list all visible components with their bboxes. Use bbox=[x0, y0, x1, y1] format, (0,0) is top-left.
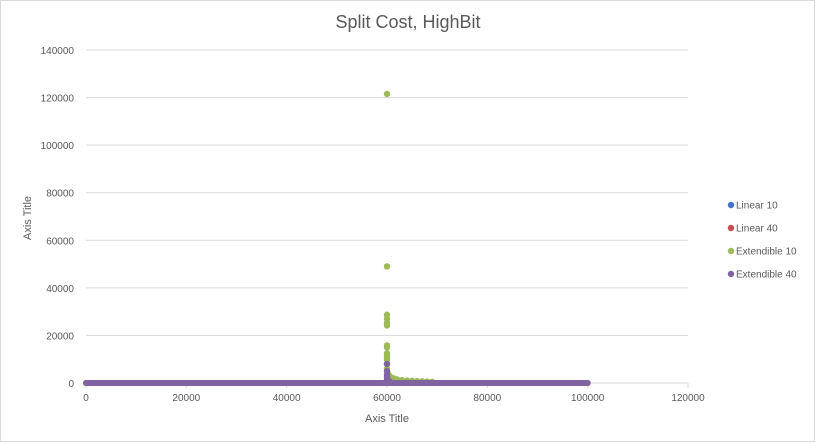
y-tick-label: 120000 bbox=[41, 94, 75, 105]
y-tick-label: 0 bbox=[68, 379, 74, 390]
x-tick-label: 0 bbox=[83, 393, 89, 404]
y-tick-label: 40000 bbox=[46, 284, 74, 295]
tick-labels: 0 20000 40000 60000 80000 100000 120000 140000 0… bbox=[41, 46, 705, 404]
legend-marker bbox=[727, 224, 735, 232]
legend-marker bbox=[727, 201, 735, 209]
chart-title: Split Cost, HighBit bbox=[335, 12, 481, 32]
x-tick-label: 100000 bbox=[571, 393, 605, 404]
y-tick-label: 80000 bbox=[46, 189, 74, 200]
x-axis-title: Axis Title bbox=[365, 413, 409, 425]
y-tick-label: 100000 bbox=[41, 141, 75, 152]
x-tick-label: 120000 bbox=[671, 393, 705, 404]
data-point bbox=[383, 360, 391, 368]
x-tick-label: 20000 bbox=[172, 393, 200, 404]
x-tick-label: 40000 bbox=[273, 393, 301, 404]
series-extendible-10 bbox=[83, 90, 591, 386]
legend-label: Linear 40 bbox=[736, 224, 778, 235]
data-point bbox=[383, 263, 391, 270]
x-tick-label: 80000 bbox=[473, 393, 501, 404]
y-tick-label: 60000 bbox=[46, 236, 74, 247]
legend-marker bbox=[727, 247, 735, 255]
y-tick-label: 20000 bbox=[46, 331, 74, 342]
legend-label: Linear 10 bbox=[736, 201, 778, 212]
legend-label: Extendible 40 bbox=[736, 270, 797, 281]
y-axis-title: Axis Title bbox=[22, 196, 34, 240]
legend-marker bbox=[727, 270, 735, 278]
series-layer bbox=[83, 90, 591, 386]
data-point bbox=[383, 90, 391, 98]
legend: Linear 10 Linear 40 Extendible 10 Extendibl… bbox=[727, 201, 797, 281]
data-point bbox=[383, 322, 391, 329]
data-point bbox=[386, 378, 393, 385]
y-tick-label: 140000 bbox=[41, 46, 75, 57]
series-extendible-40 bbox=[83, 360, 591, 386]
legend-label: Extendible 10 bbox=[736, 247, 797, 258]
data-point bbox=[383, 344, 391, 351]
gridlines bbox=[86, 49, 688, 336]
x-tick-label: 60000 bbox=[373, 393, 401, 404]
